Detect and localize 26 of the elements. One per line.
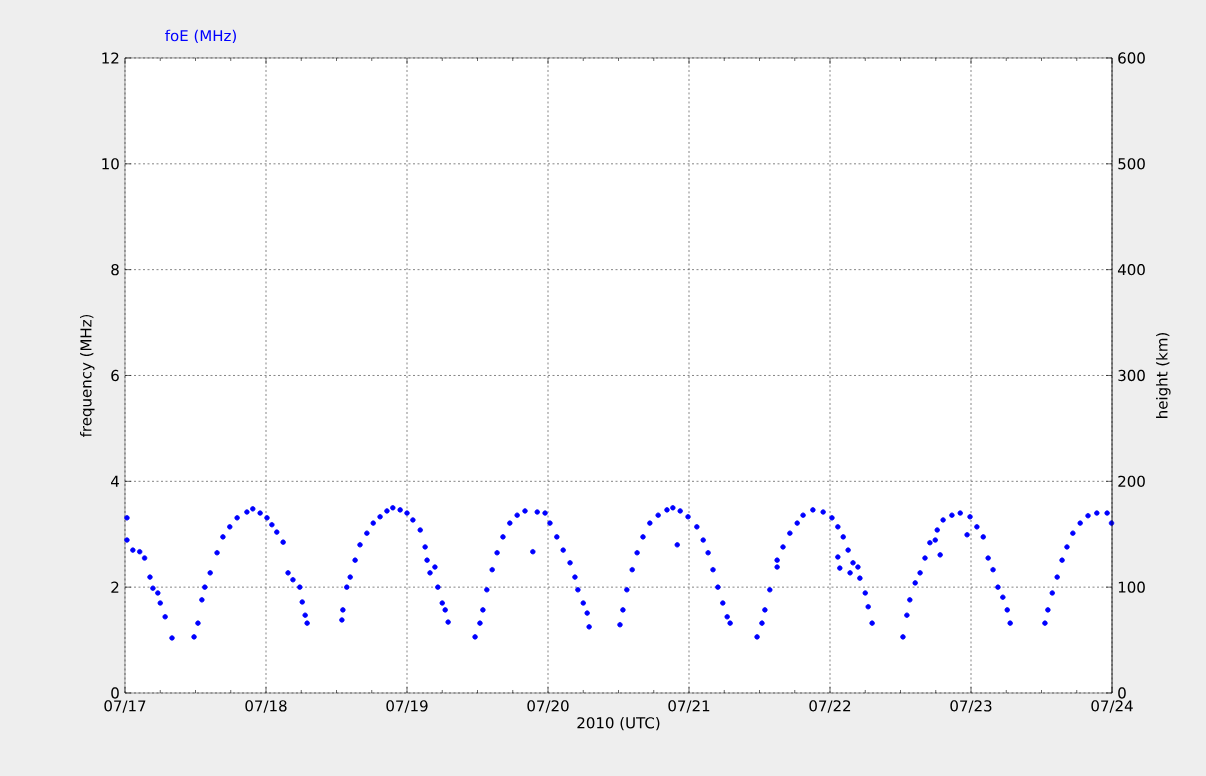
x-tick-label: 07/18 (245, 700, 287, 713)
y-tick-label: 4 (111, 475, 119, 487)
y-tick-label: 12 (102, 52, 119, 64)
x-tick-label: 07/24 (1091, 700, 1133, 713)
y-tick-label: 2 (111, 581, 119, 593)
x-tick-label: 07/21 (668, 700, 710, 713)
x-tick-label: 07/22 (809, 700, 851, 713)
x-tick-label: 07/20 (527, 700, 569, 713)
y-tick-label: 0 (111, 687, 119, 699)
y2-tick-label: 0 (1118, 687, 1126, 699)
text: foE (MHz) (165, 29, 236, 44)
y2-tick-label: 300 (1118, 369, 1145, 382)
y-tick-label: 6 (111, 369, 119, 382)
y-axis-title: frequency (MHz) (80, 314, 95, 438)
x-axis-title: 2010 (UTC) (577, 716, 660, 731)
y2-tick-label: 500 (1118, 158, 1145, 170)
y2-tick-label: 600 (1118, 52, 1145, 64)
y2-tick-label: 100 (1118, 581, 1145, 593)
y2-axis-title: height (km) (1156, 332, 1171, 418)
y-tick-label: 10 (102, 158, 119, 170)
x-tick-label: 07/19 (386, 700, 428, 713)
x-tick-label: 07/23 (950, 700, 992, 713)
y-tick-label: 8 (111, 263, 119, 276)
x-tick-label: 07/17 (104, 700, 146, 713)
y2-tick-label: 200 (1118, 475, 1145, 487)
y2-tick-label: 400 (1117, 263, 1145, 276)
